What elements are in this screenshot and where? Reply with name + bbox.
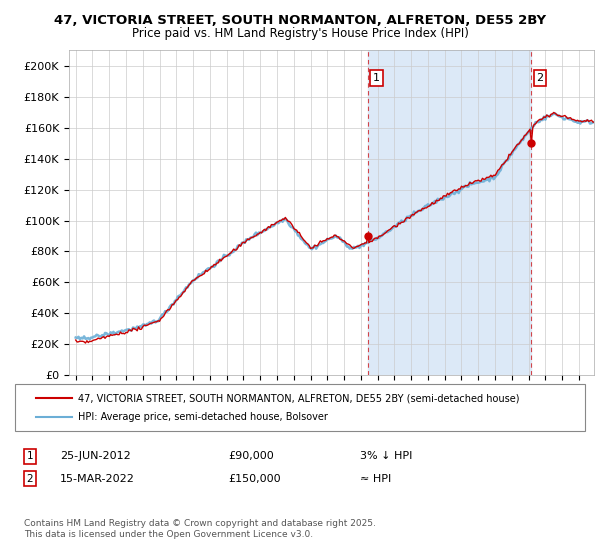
Bar	[368, 50, 532, 375]
Text: 47, VICTORIA STREET, SOUTH NORMANTON, ALFRETON, DE55 2BY: 47, VICTORIA STREET, SOUTH NORMANTON, AL…	[54, 14, 546, 27]
Text: ≈ HPI: ≈ HPI	[360, 474, 391, 484]
Text: 15-MAR-2022: 15-MAR-2022	[60, 474, 135, 484]
Text: £90,000: £90,000	[228, 451, 274, 461]
Text: Price paid vs. HM Land Registry's House Price Index (HPI): Price paid vs. HM Land Registry's House …	[131, 27, 469, 40]
Text: 2: 2	[26, 474, 34, 484]
Text: 3% ↓ HPI: 3% ↓ HPI	[360, 451, 412, 461]
Text: 47, VICTORIA STREET, SOUTH NORMANTON, ALFRETON, DE55 2BY (semi-detached house): 47, VICTORIA STREET, SOUTH NORMANTON, AL…	[78, 393, 520, 403]
Text: 1: 1	[26, 451, 34, 461]
Text: Contains HM Land Registry data © Crown copyright and database right 2025.
This d: Contains HM Land Registry data © Crown c…	[24, 520, 376, 539]
Text: £150,000: £150,000	[228, 474, 281, 484]
Text: 1: 1	[373, 73, 380, 83]
Text: 2: 2	[536, 73, 544, 83]
Text: 25-JUN-2012: 25-JUN-2012	[60, 451, 131, 461]
Text: HPI: Average price, semi-detached house, Bolsover: HPI: Average price, semi-detached house,…	[78, 412, 328, 422]
